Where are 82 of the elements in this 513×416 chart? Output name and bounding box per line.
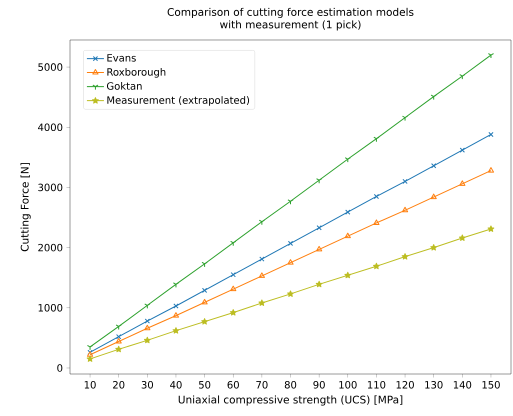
point: [373, 262, 380, 270]
point: [172, 327, 180, 334]
x-tick-label: 80: [284, 381, 296, 389]
point: [345, 209, 350, 215]
point: [173, 303, 179, 309]
point: [288, 240, 294, 246]
point: [316, 178, 322, 184]
point: [287, 259, 294, 265]
point: [402, 253, 408, 260]
point: [460, 148, 465, 153]
point: [287, 199, 294, 205]
point: [201, 298, 208, 304]
y-tick-label: 3000: [38, 184, 62, 192]
x-tick-label: 60: [228, 381, 239, 389]
y-tick-label: 2000: [38, 244, 62, 252]
point: [431, 163, 436, 168]
point: [430, 94, 437, 100]
legend-label: Evans: [107, 54, 136, 62]
point: [458, 234, 466, 241]
point: [116, 334, 122, 340]
x-tick-label: 140: [454, 381, 472, 389]
point: [144, 318, 150, 324]
y-tick-label: 5000: [38, 63, 62, 71]
legend-label: Roxborough: [107, 68, 166, 78]
legend-label: Measurement (extrapolated): [107, 96, 250, 106]
point: [116, 324, 122, 330]
legend-label: Goktan: [106, 82, 142, 90]
point: [258, 220, 265, 226]
x-tick-label: 90: [313, 381, 325, 389]
point: [86, 355, 94, 362]
point: [488, 225, 494, 232]
point: [374, 194, 380, 200]
point: [344, 232, 351, 238]
y-tick-label: 1000: [38, 304, 62, 312]
point: [144, 336, 151, 344]
point: [344, 272, 352, 278]
point: [459, 180, 466, 186]
point: [316, 225, 322, 230]
y-tick-label: 0: [57, 364, 62, 372]
point: [230, 240, 236, 246]
x-tick-label: 150: [482, 381, 500, 389]
x-tick-label: 30: [142, 381, 154, 389]
y-axis-title: Cutting Force [N]: [20, 163, 31, 252]
x-tick-label: 70: [256, 381, 268, 389]
point: [230, 309, 237, 316]
x-tick-label: 110: [368, 381, 386, 389]
y-tick-label: 4000: [38, 123, 62, 132]
x-tick-label: 100: [339, 381, 357, 389]
point: [116, 338, 122, 344]
point: [488, 132, 494, 138]
point: [287, 290, 294, 297]
point: [144, 324, 150, 330]
point: [402, 206, 408, 212]
chart-title: Comparison of cutting force estimation models with measurement (1 pick): [168, 8, 414, 30]
point: [459, 74, 466, 80]
point: [258, 299, 266, 306]
point: [230, 272, 236, 278]
point: [259, 256, 264, 262]
point: [172, 282, 180, 288]
point: [344, 157, 351, 163]
point: [316, 246, 322, 252]
x-tick-label: 10: [84, 381, 96, 389]
point: [316, 280, 322, 288]
point: [201, 318, 208, 325]
point: [172, 312, 180, 318]
point: [258, 272, 265, 278]
x-tick-label: 40: [170, 381, 182, 389]
x-axis-title: Uniaxial compressive strength (UCS) [MPa]: [178, 395, 402, 406]
x-tick-label: 20: [113, 381, 124, 389]
point: [202, 288, 208, 293]
point: [115, 346, 122, 352]
point: [144, 303, 150, 309]
point: [230, 286, 236, 292]
point: [373, 136, 380, 142]
point: [201, 262, 208, 268]
point: [430, 194, 437, 200]
x-tick-label: 120: [396, 381, 414, 389]
x-tick-label: 130: [425, 381, 443, 389]
x-tick-label: 50: [198, 381, 210, 389]
point: [373, 219, 380, 225]
point: [402, 178, 408, 184]
point: [430, 244, 438, 251]
